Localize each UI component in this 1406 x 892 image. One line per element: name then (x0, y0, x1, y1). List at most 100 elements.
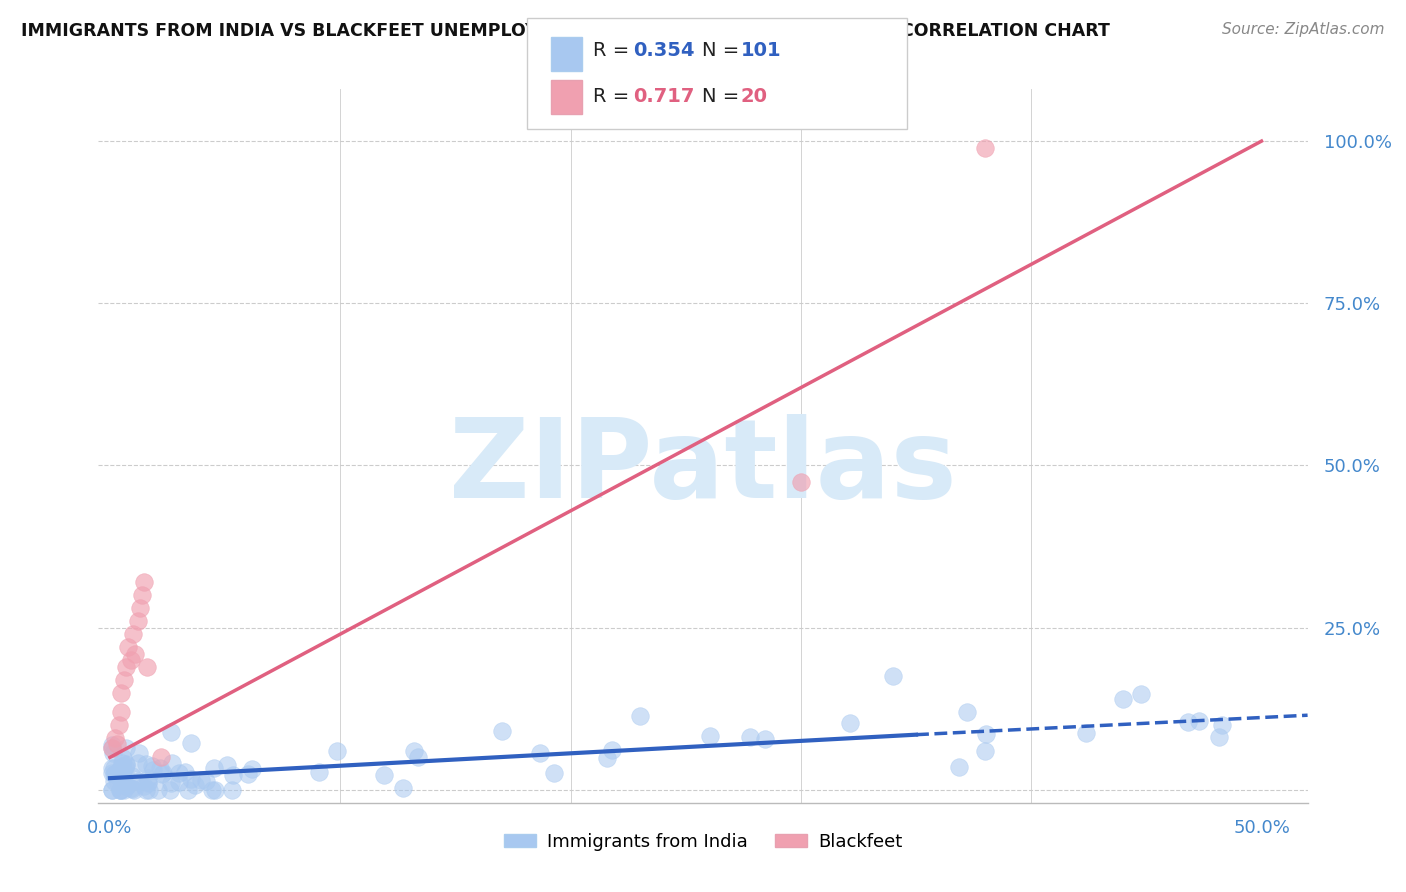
Point (112, 764, 135, 778)
Point (111, 756, 134, 771)
Point (114, 740, 136, 755)
Point (955, 705, 977, 719)
Point (108, 763, 131, 777)
Point (103, 731, 125, 745)
Point (138, 782, 160, 797)
Point (141, 759, 163, 773)
Point (121, 781, 143, 796)
Text: IMMIGRANTS FROM INDIA VS BLACKFEET UNEMPLOYMENT AMONG AGES 65 TO 74 YEARS CORREL: IMMIGRANTS FROM INDIA VS BLACKFEET UNEMP… (21, 22, 1109, 40)
Point (236, 767, 259, 781)
Point (108, 765, 131, 780)
Point (138, 771, 160, 785)
Point (101, 782, 124, 797)
Text: 20: 20 (741, 87, 768, 106)
Point (122, 627, 145, 641)
Point (596, 751, 619, 765)
Point (839, 715, 862, 730)
Point (159, 776, 181, 790)
Point (101, 741, 124, 756)
Point (754, 732, 776, 747)
Point (135, 659, 157, 673)
Point (326, 744, 349, 758)
Point (150, 767, 173, 781)
Point (110, 685, 132, 699)
Point (108, 782, 131, 797)
Point (159, 782, 181, 797)
Point (104, 767, 127, 781)
Point (120, 653, 142, 667)
Point (103, 761, 125, 775)
Point (491, 723, 513, 738)
Point (115, 659, 138, 673)
Point (110, 782, 132, 797)
Legend: Immigrants from India, Blackfeet: Immigrants from India, Blackfeet (496, 826, 910, 858)
Text: R =: R = (593, 41, 636, 61)
Point (790, 475, 813, 489)
Point (101, 740, 124, 755)
Point (114, 758, 136, 772)
Point (222, 768, 245, 782)
Point (107, 767, 129, 781)
Point (201, 782, 224, 797)
Point (107, 770, 129, 784)
Point (103, 767, 125, 781)
Point (101, 782, 124, 797)
Point (142, 763, 165, 777)
Text: N =: N = (702, 41, 745, 61)
Point (146, 782, 169, 797)
Point (101, 766, 124, 780)
Point (138, 774, 160, 789)
Point (115, 780, 138, 794)
Point (114, 765, 136, 780)
Point (404, 744, 426, 758)
Point (134, 575, 156, 590)
Text: N =: N = (702, 87, 745, 106)
Point (112, 782, 135, 797)
Point (167, 775, 190, 789)
Point (110, 705, 132, 719)
Point (202, 761, 225, 775)
Point (149, 750, 172, 764)
Point (112, 673, 135, 687)
Point (184, 778, 207, 792)
Point (406, 749, 429, 764)
Point (169, 765, 191, 780)
Point (628, 709, 651, 723)
Point (128, 601, 150, 615)
Point (1211, 718, 1233, 732)
Point (135, 782, 157, 797)
Point (1188, 714, 1211, 729)
Point (107, 776, 129, 790)
Point (128, 773, 150, 788)
Point (600, 742, 623, 756)
Point (974, 727, 997, 741)
Point (1112, 692, 1135, 706)
Point (195, 774, 218, 789)
Point (135, 757, 157, 772)
Point (124, 647, 146, 661)
Point (948, 760, 970, 774)
Point (103, 773, 125, 788)
Text: 0.717: 0.717 (633, 87, 695, 106)
Point (111, 751, 134, 765)
Point (114, 760, 136, 774)
Point (121, 769, 143, 783)
Point (136, 776, 159, 790)
Point (101, 761, 124, 775)
Point (180, 772, 202, 786)
Point (204, 782, 226, 797)
Point (1074, 726, 1097, 740)
Point (699, 730, 721, 744)
Point (1130, 687, 1153, 701)
Point (108, 764, 131, 779)
Point (105, 738, 128, 752)
Text: 101: 101 (741, 41, 782, 61)
Point (180, 736, 202, 750)
Point (101, 746, 124, 760)
Point (1177, 714, 1199, 729)
Point (101, 738, 124, 752)
Point (543, 765, 565, 780)
Point (215, 757, 238, 772)
Point (373, 768, 395, 782)
Point (160, 725, 183, 739)
